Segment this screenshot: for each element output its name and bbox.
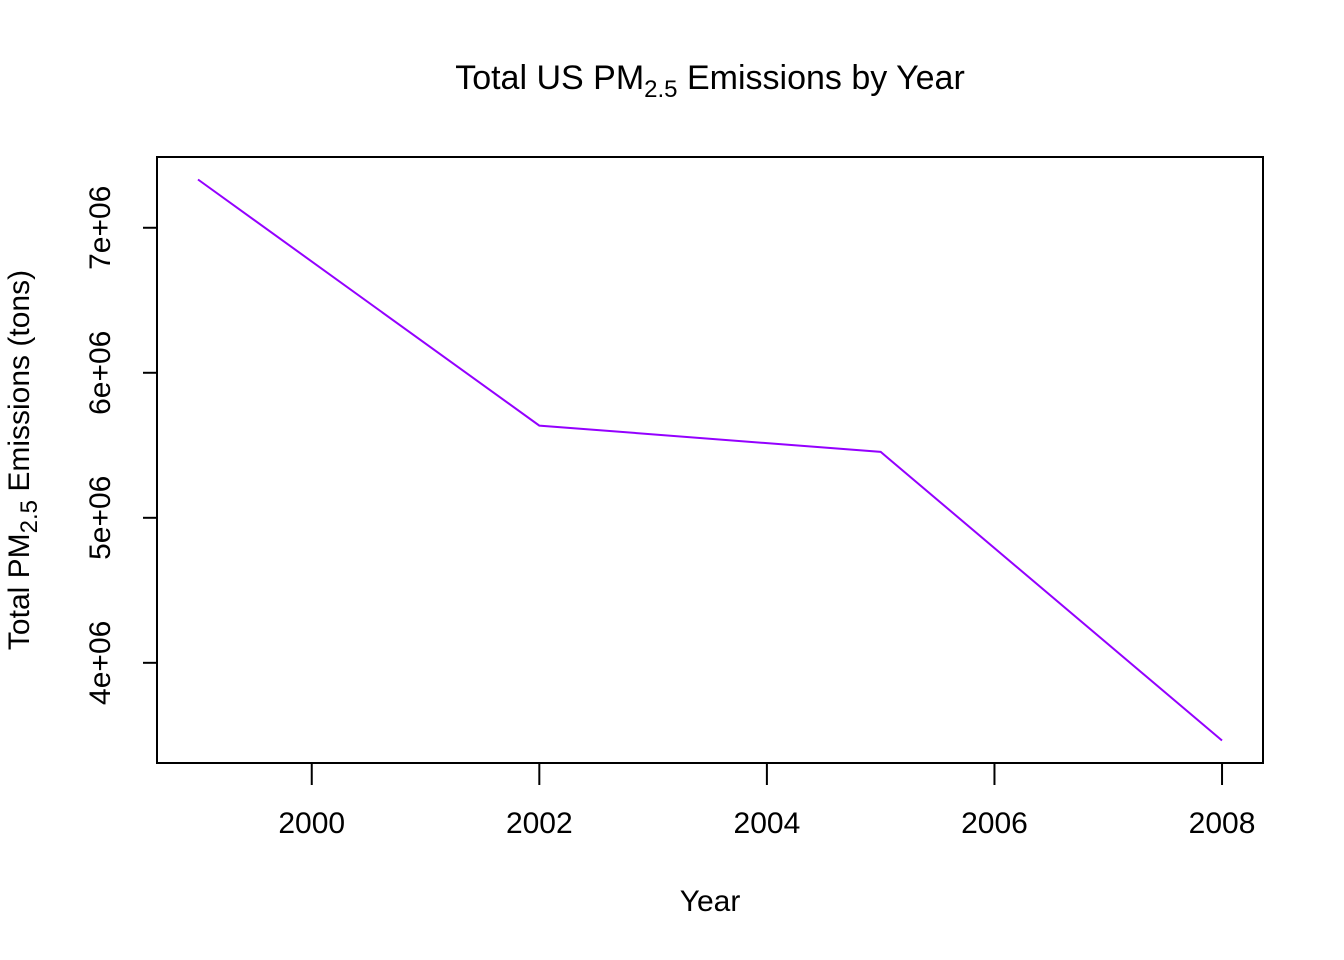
x-tick-label: 2004 [734, 807, 801, 840]
x-axis-title: Year [680, 885, 741, 918]
chart-title: Total US PM2.5 Emissions by Year [455, 59, 965, 103]
x-tick-label: 2008 [1189, 807, 1256, 840]
y-tick-label: 6e+06 [84, 331, 117, 415]
y-axis: 4e+06 5e+06 6e+06 7e+06 [84, 186, 157, 705]
y-tick-label: 7e+06 [84, 186, 117, 270]
y-tick-label: 4e+06 [84, 621, 117, 705]
x-axis: 2000 2002 2004 2006 2008 [278, 763, 1255, 840]
x-tick-label: 2002 [506, 807, 573, 840]
y-axis-title: Total PM2.5 Emissions (tons) [3, 270, 43, 650]
y-axis-title-prefix: Total PM [3, 533, 36, 650]
series-line [197, 178, 1223, 742]
series-layer [197, 178, 1223, 742]
chart-title-subscript: 2.5 [644, 76, 677, 103]
chart-title-prefix: Total US PM [455, 59, 644, 97]
x-tick-label: 2006 [961, 807, 1028, 840]
plot-frame [156, 156, 1264, 764]
x-tick-label: 2000 [278, 807, 345, 840]
y-tick-label: 5e+06 [84, 476, 117, 560]
chart-title-suffix: Emissions by Year [678, 59, 965, 97]
y-axis-title-subscript: 2.5 [16, 500, 43, 533]
y-axis-title-suffix: Emissions (tons) [3, 270, 36, 500]
